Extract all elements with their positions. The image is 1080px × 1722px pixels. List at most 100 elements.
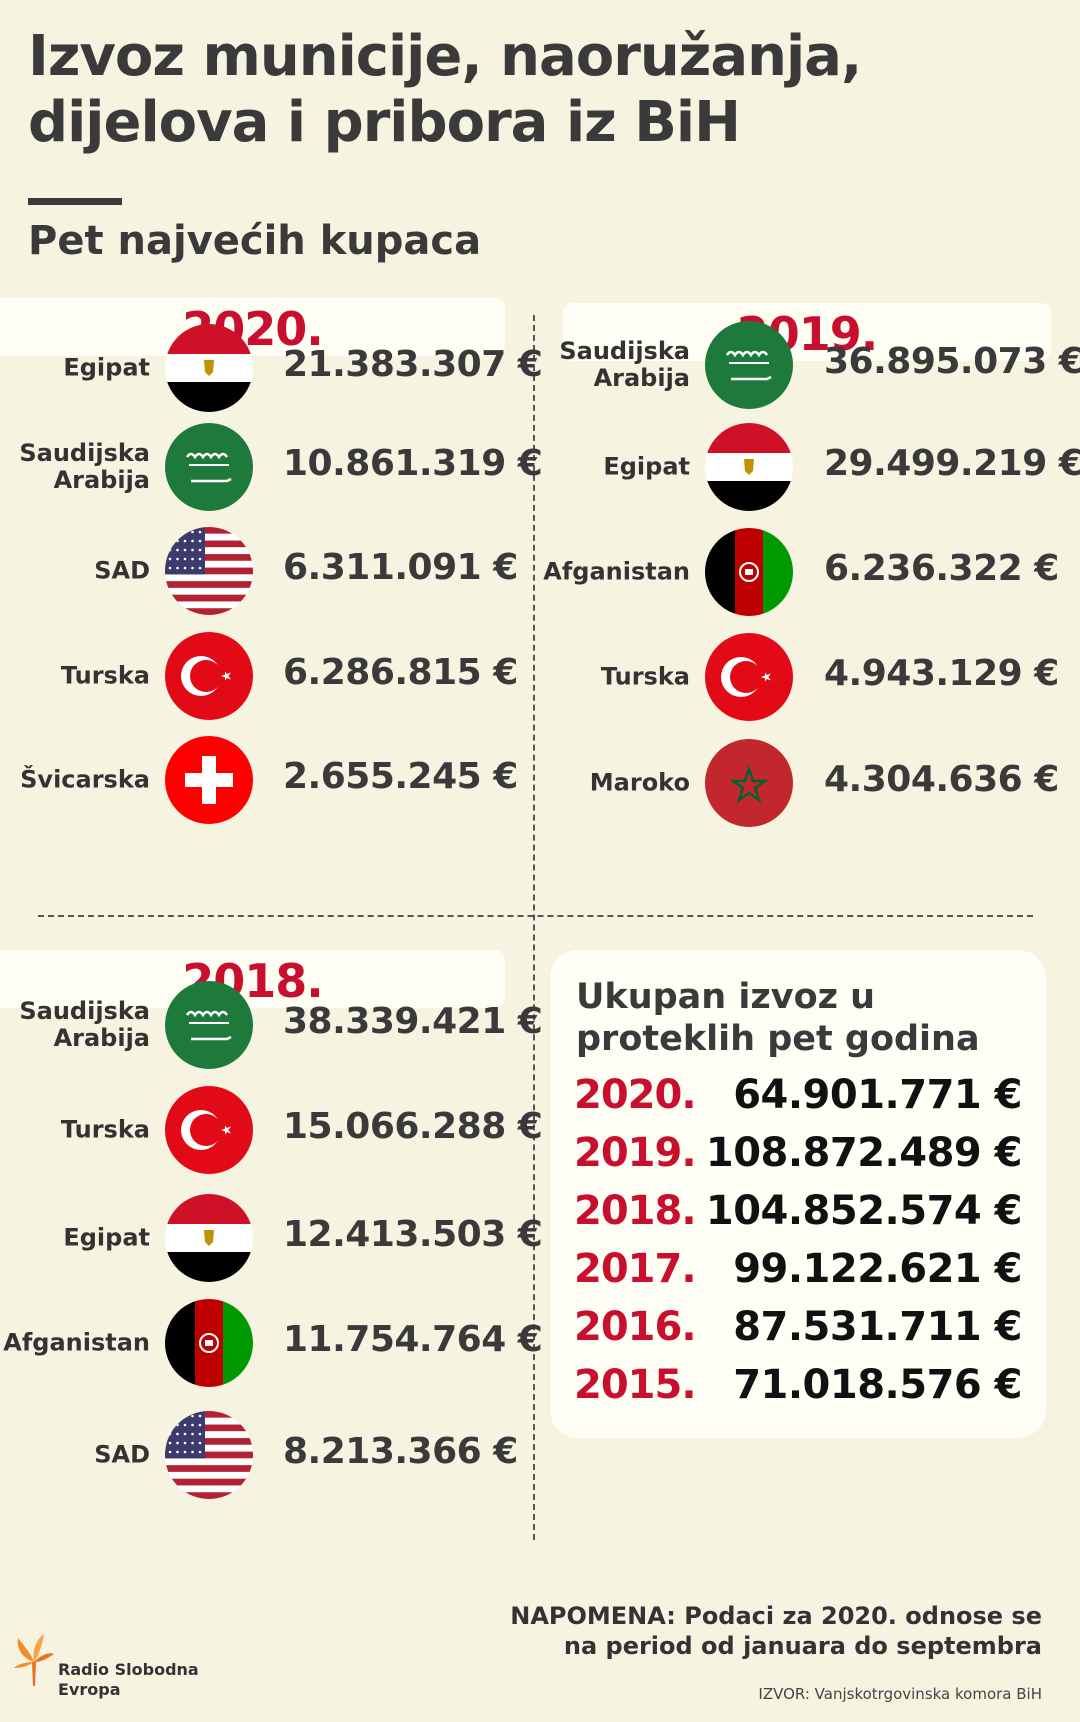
country-label-line-1: Švicarska (20, 765, 150, 794)
country-label: Egipat (63, 1224, 150, 1252)
country-name: Saudijska Arabija (0, 320, 690, 410)
country-name: SAD (0, 1410, 150, 1500)
country-label: Afganistan (3, 1328, 150, 1357)
total-year: 2015. (574, 1362, 697, 1408)
export-value: 6.236.322 € (824, 548, 1059, 589)
total-row: 2018. 104.852.574 € (574, 1188, 1023, 1246)
export-value: 29.499.219 € (824, 443, 1080, 484)
country-label-line-2: Arabija (53, 1024, 150, 1052)
country-name: Saudijska Arabija (0, 980, 150, 1070)
year-banner-2020: 2020. (0, 298, 505, 356)
total-year: 2019. (574, 1130, 697, 1176)
country-label: Egipat (63, 353, 150, 382)
title-divider (28, 198, 122, 205)
total-row: 2017. 99.122.621 € (574, 1246, 1022, 1304)
source-credit: IZVOR: Vanjskotrgovinska komora BiH (758, 1685, 1042, 1703)
footnote-line-1: NAPOMENA: Podaci za 2020. odnose se (510, 1602, 1042, 1630)
logo-wordmark: Radio Slobodna Evropa (58, 1660, 199, 1700)
country-name: SAD (0, 526, 150, 616)
export-value: 36.895.073 € (824, 341, 1080, 382)
page-subtitle: Pet najvećih kupaca (28, 218, 482, 264)
saudi-flag-icon (165, 981, 253, 1069)
export-value: 10.861.319 € (283, 443, 543, 484)
title-line-1: Izvoz municije, naoružanja, (28, 24, 862, 89)
totals-heading: Ukupan izvoz u proteklih pet godina (576, 976, 980, 1060)
logo-line-2: Evropa (58, 1680, 121, 1699)
total-value: 99.122.621 € (733, 1246, 1022, 1292)
usa-flag-icon (165, 527, 253, 615)
egypt-flag-icon (165, 1194, 253, 1282)
total-value: 104.852.574 € (705, 1188, 1023, 1234)
footnote: NAPOMENA: Podaci za 2020. odnose se na p… (510, 1601, 1042, 1661)
country-label-line-1: Saudijska (19, 997, 150, 1025)
year-banner-2018: 2018. (0, 950, 505, 1008)
export-value: 2.655.245 € (283, 756, 518, 797)
morocco-flag-icon (705, 739, 793, 827)
title-line-2: dijelova i pribora iz BiH (28, 90, 741, 155)
country-label-line-1: Maroko (589, 768, 690, 797)
total-year: 2020. (574, 1072, 697, 1118)
country-name: Egipat (0, 323, 150, 413)
country-name: Saudijska Arabija (0, 422, 150, 512)
country-label: SAD (94, 556, 150, 585)
totals-panel: Ukupan izvoz u proteklih pet godina 2020… (550, 950, 1046, 1438)
country-name: Turska (0, 631, 150, 721)
country-label: Egipat (603, 452, 690, 481)
rfe-logo-icon (12, 1632, 56, 1692)
country-label-line-1: Turska (60, 1115, 150, 1144)
country-name: Turska (0, 632, 690, 722)
country-label: Turska (60, 661, 150, 690)
total-row: 2020. 64.901.771 € (574, 1072, 1022, 1130)
egypt-flag-icon (705, 423, 793, 511)
usa-flag-icon (165, 1411, 253, 1499)
total-row: 2016. 87.531.711 € (574, 1304, 1022, 1362)
total-year: 2018. (574, 1188, 697, 1234)
export-value: 8.213.366 € (283, 1431, 518, 1472)
total-value: 87.531.711 € (733, 1304, 1022, 1350)
country-label-line-1: Turska (60, 661, 150, 690)
country-name: Turska (0, 1085, 150, 1175)
export-value: 6.286.815 € (283, 652, 518, 693)
country-label-line-1: Egipat (63, 353, 150, 382)
footnote-line-2: na period od januara do septembra (563, 1632, 1042, 1660)
country-label: SAD (94, 1441, 150, 1469)
saudi-flag-icon (165, 423, 253, 511)
country-label: Švicarska (20, 765, 150, 794)
country-label: Turska (60, 1115, 150, 1144)
totals-heading-line-1: Ukupan izvoz u (576, 977, 876, 1017)
total-value: 108.872.489 € (705, 1130, 1023, 1176)
total-row: 2015. 71.018.576 € (574, 1362, 1022, 1420)
country-label-line-1: Turska (600, 662, 690, 691)
turkey-flag-icon (705, 633, 793, 721)
country-label-line-2: Arabija (593, 364, 690, 392)
export-value: 38.339.421 € (283, 1001, 543, 1042)
total-year: 2017. (574, 1246, 697, 1292)
horizontal-divider (38, 915, 1033, 917)
logo-line-1: Radio Slobodna (58, 1660, 199, 1679)
country-label: Saudijska Arabija (559, 338, 690, 392)
export-value: 4.943.129 € (824, 653, 1059, 694)
export-value: 4.304.636 € (824, 759, 1059, 800)
country-label-line-1: Saudijska (19, 439, 150, 467)
country-label: Saudijska Arabija (19, 998, 150, 1052)
country-label-line-1: Egipat (603, 452, 690, 481)
afghanistan-flag-icon (165, 1299, 253, 1387)
export-value: 21.383.307 € (283, 344, 543, 385)
country-label-line-1: Afganistan (3, 1328, 150, 1357)
totals-heading-line-2: proteklih pet godina (576, 1019, 980, 1059)
country-name: Afganistan (0, 527, 690, 617)
page-title: Izvoz municije, naoružanja, dijelova i p… (28, 24, 862, 156)
country-name: Egipat (0, 422, 690, 512)
export-value: 15.066.288 € (283, 1106, 543, 1147)
country-name: Maroko (0, 738, 690, 828)
total-value: 71.018.576 € (733, 1362, 1022, 1408)
total-value: 64.901.771 € (733, 1072, 1022, 1118)
export-value: 6.311.091 € (283, 547, 518, 588)
country-label-line-1: Afganistan (543, 557, 690, 586)
turkey-flag-icon (165, 1086, 253, 1174)
country-label-line-1: SAD (94, 556, 150, 585)
turkey-flag-icon (165, 632, 253, 720)
country-name: Švicarska (0, 735, 150, 825)
country-label: Turska (600, 662, 690, 691)
country-label: Saudijska Arabija (19, 440, 150, 494)
